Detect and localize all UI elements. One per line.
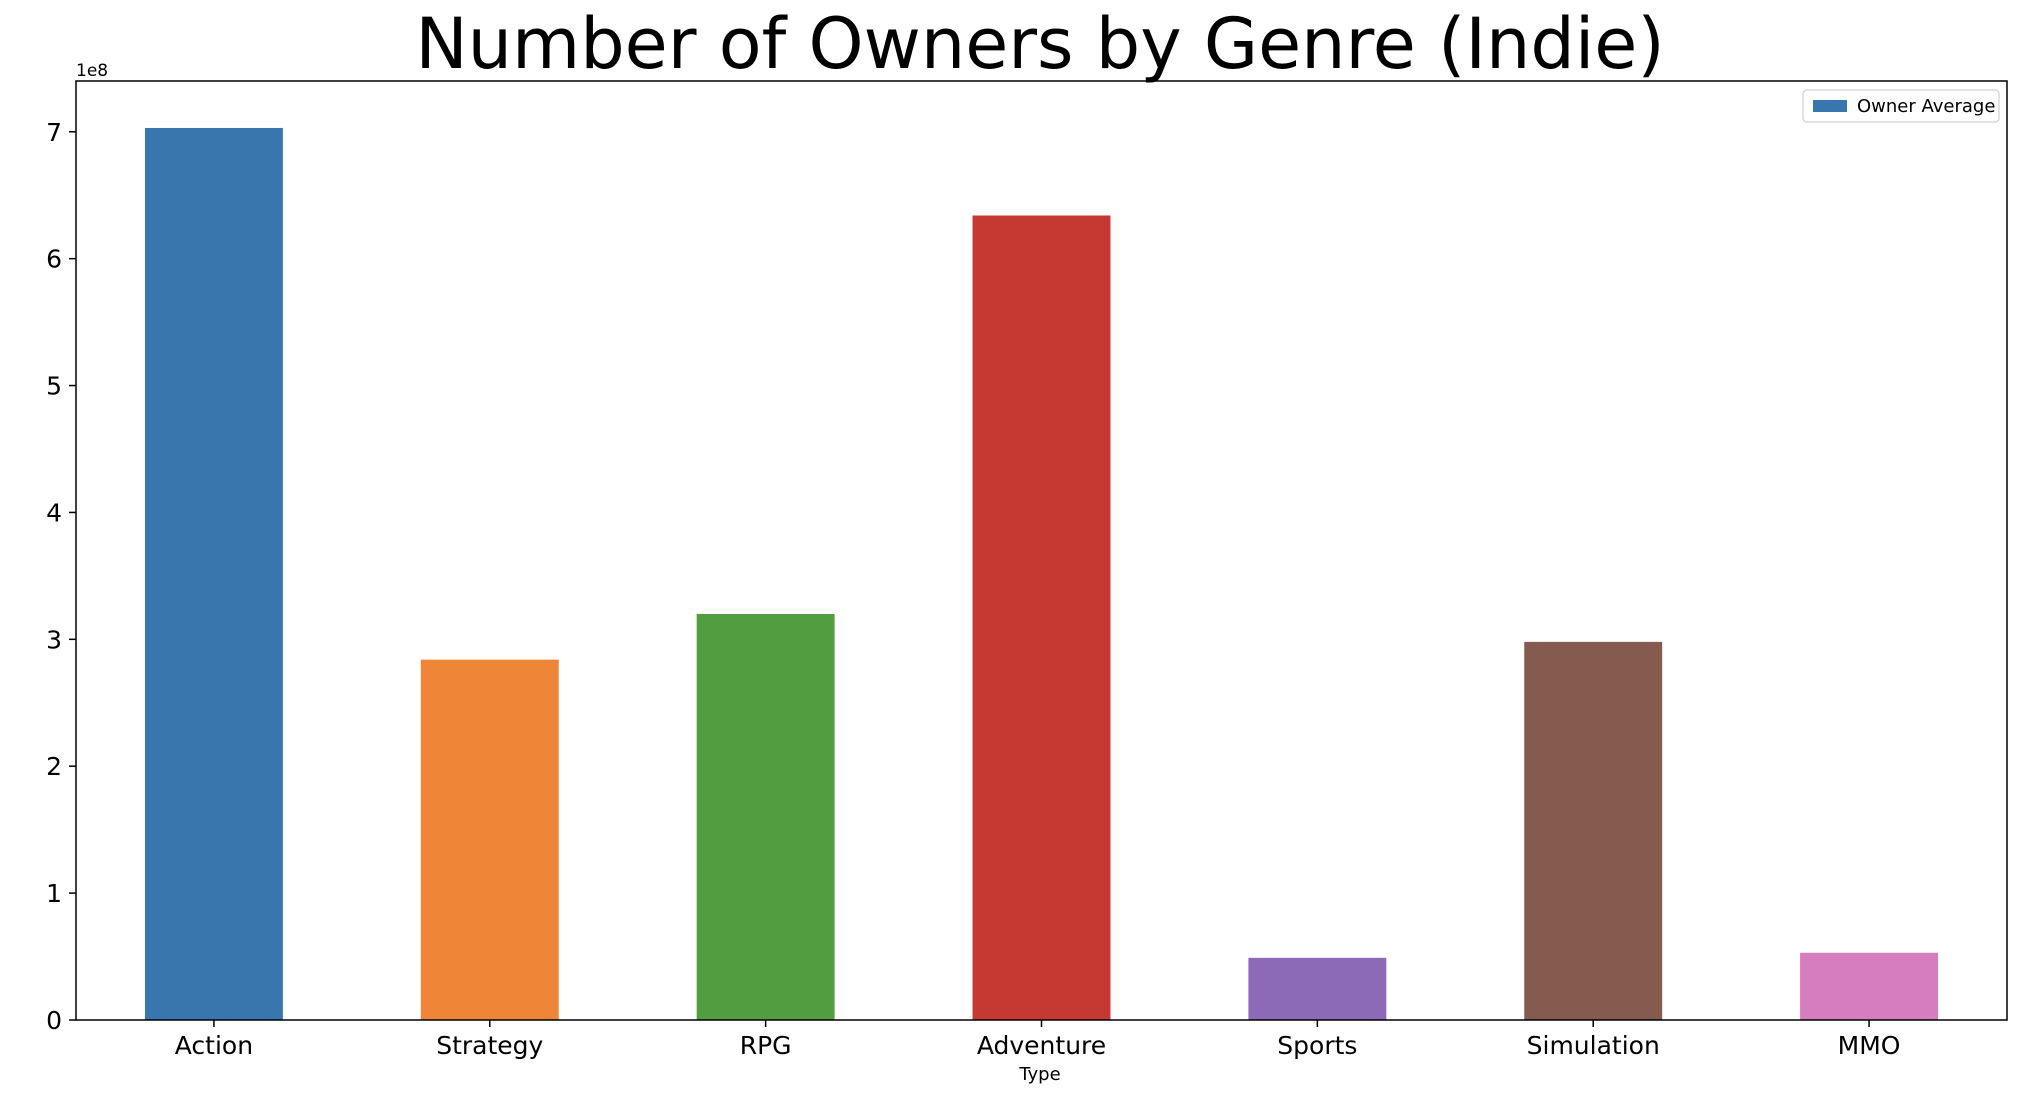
chart-title: Number of Owners by Genre (Indie) — [415, 3, 1664, 85]
y-tick-label: 0 — [46, 1006, 62, 1035]
y-tick-label: 3 — [46, 625, 62, 654]
y-axis: 0 1 2 3 4 5 6 7 — [46, 118, 76, 1035]
bar-strategy — [420, 659, 559, 1020]
x-tick-label: Action — [175, 1031, 253, 1060]
x-axis-label: Type — [1018, 1064, 1060, 1085]
bar-mmo — [1800, 952, 1939, 1020]
legend: Owner Average — [1802, 89, 2000, 123]
bars-group — [144, 127, 1939, 1021]
x-tick-label: RPG — [740, 1031, 792, 1060]
x-tick-label: MMO — [1838, 1031, 1901, 1060]
bar-rpg — [696, 613, 835, 1020]
bar-action — [144, 127, 283, 1020]
legend-label: Owner Average — [1857, 96, 1995, 117]
bar-sports — [1248, 957, 1387, 1020]
x-axis: Action Strategy RPG Adventure Sports Simulati… — [175, 1020, 1901, 1060]
x-tick-label: Sports — [1277, 1031, 1357, 1060]
legend-swatch — [1813, 100, 1847, 112]
y-tick-label: 2 — [46, 752, 62, 781]
x-tick-label: Strategy — [436, 1031, 543, 1060]
y-tick-label: 1 — [46, 879, 62, 908]
x-tick-label: Adventure — [977, 1031, 1106, 1060]
bar-adventure — [972, 215, 1111, 1021]
y-tick-label: 7 — [46, 118, 62, 147]
x-tick-label: Simulation — [1527, 1031, 1660, 1060]
y-tick-label: 6 — [46, 245, 62, 274]
y-axis-offset-text: 1e8 — [76, 61, 108, 81]
y-tick-label: 4 — [46, 498, 62, 527]
y-tick-label: 5 — [46, 372, 62, 401]
legend-box — [1802, 89, 2000, 123]
bar-simulation — [1524, 641, 1663, 1020]
